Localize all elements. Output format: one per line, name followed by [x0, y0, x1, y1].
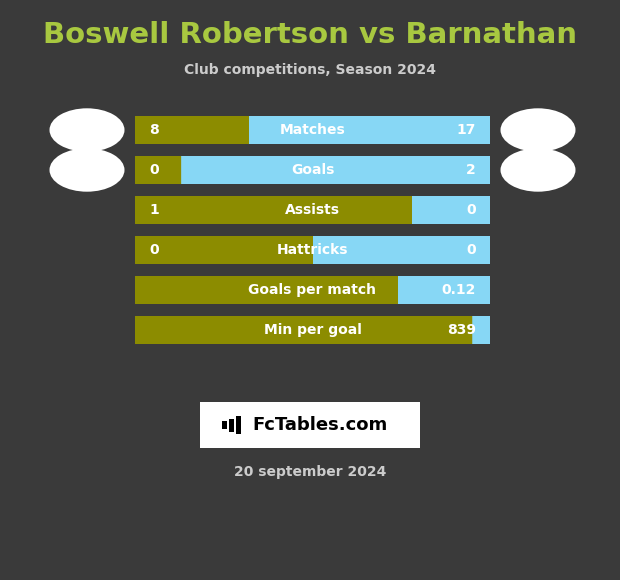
FancyBboxPatch shape	[384, 276, 397, 304]
FancyBboxPatch shape	[135, 116, 249, 144]
Text: Goals per match: Goals per match	[249, 283, 376, 297]
FancyBboxPatch shape	[135, 276, 397, 304]
Text: 8: 8	[149, 123, 159, 137]
FancyBboxPatch shape	[135, 236, 312, 264]
Text: FcTables.com: FcTables.com	[252, 416, 388, 434]
Ellipse shape	[500, 108, 575, 152]
Ellipse shape	[500, 148, 575, 192]
Text: 0: 0	[466, 203, 476, 217]
FancyBboxPatch shape	[229, 419, 234, 432]
FancyBboxPatch shape	[135, 236, 490, 264]
FancyBboxPatch shape	[135, 156, 181, 184]
FancyBboxPatch shape	[135, 316, 490, 344]
FancyBboxPatch shape	[458, 316, 472, 344]
FancyBboxPatch shape	[236, 416, 241, 434]
FancyBboxPatch shape	[135, 116, 490, 144]
Text: 1: 1	[149, 203, 159, 217]
Text: Boswell Robertson vs Barnathan: Boswell Robertson vs Barnathan	[43, 21, 577, 49]
Text: Assists: Assists	[285, 203, 340, 217]
FancyBboxPatch shape	[135, 276, 490, 304]
Ellipse shape	[50, 148, 125, 192]
Text: 17: 17	[456, 123, 476, 137]
FancyBboxPatch shape	[298, 236, 312, 264]
FancyBboxPatch shape	[222, 421, 227, 429]
Text: 20 september 2024: 20 september 2024	[234, 465, 386, 479]
FancyBboxPatch shape	[135, 196, 490, 224]
Text: 2: 2	[466, 163, 476, 177]
Text: 0: 0	[149, 163, 159, 177]
Ellipse shape	[50, 108, 125, 152]
Text: Matches: Matches	[280, 123, 345, 137]
FancyBboxPatch shape	[167, 156, 181, 184]
Text: 0: 0	[466, 243, 476, 257]
FancyBboxPatch shape	[135, 196, 412, 224]
FancyBboxPatch shape	[135, 316, 472, 344]
Text: Hattricks: Hattricks	[277, 243, 348, 257]
FancyBboxPatch shape	[234, 116, 249, 144]
Text: 839: 839	[447, 323, 476, 337]
Text: 0.12: 0.12	[441, 283, 476, 297]
Text: Min per goal: Min per goal	[264, 323, 361, 337]
Text: Goals: Goals	[291, 163, 334, 177]
FancyBboxPatch shape	[200, 402, 420, 448]
Text: 0: 0	[149, 243, 159, 257]
Text: Club competitions, Season 2024: Club competitions, Season 2024	[184, 63, 436, 77]
FancyBboxPatch shape	[135, 156, 490, 184]
FancyBboxPatch shape	[398, 196, 412, 224]
